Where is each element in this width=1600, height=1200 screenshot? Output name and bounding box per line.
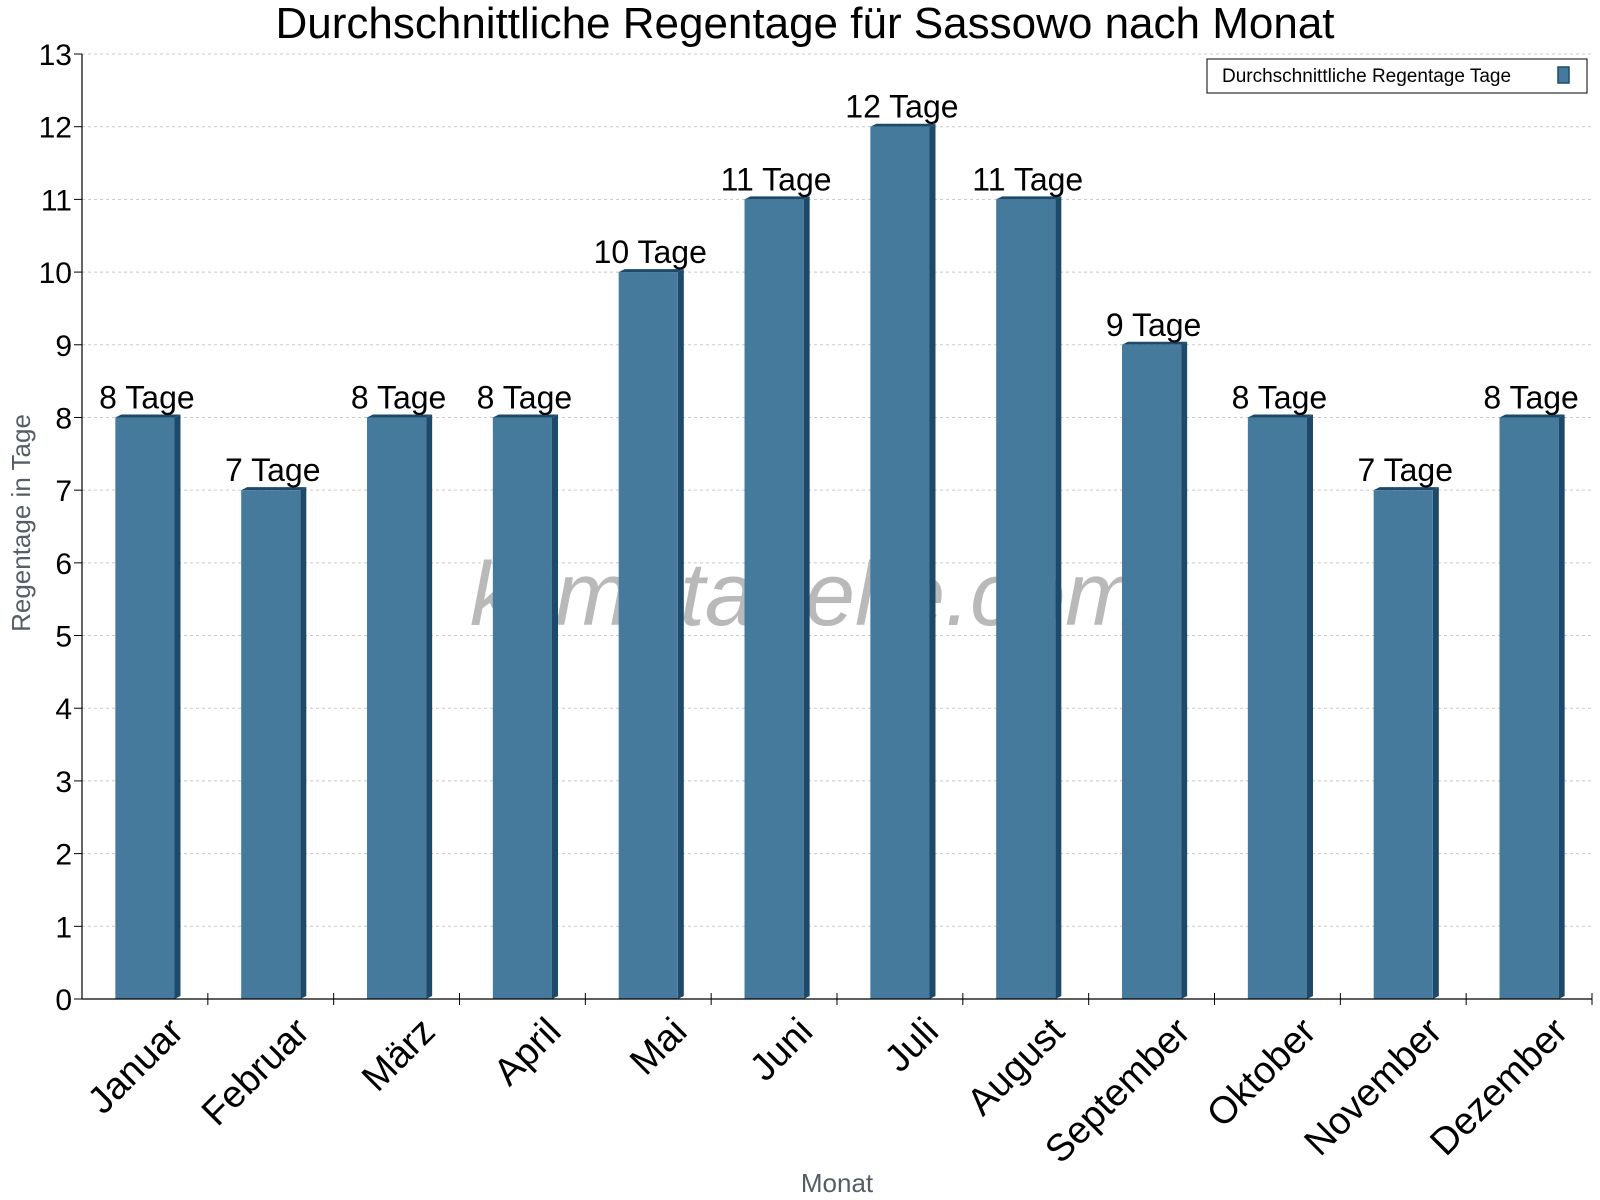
x-tick-label: März [354,1010,443,1099]
legend-box [1206,58,1588,94]
bar-side [426,414,433,999]
data-label: 10 Tage [594,234,707,270]
y-tick-label: 2 [55,839,72,872]
data-labels: 8 Tage 7 Tage 8 Tage 8 Tage 10 Tage 11 Tage 12… [99,89,1579,488]
y-tick-label: 10 [39,257,72,290]
data-label: 8 Tage [351,379,447,415]
y-tick-label: 6 [55,548,72,581]
bar-top [1373,487,1439,491]
bar-top [618,269,684,273]
bar [1122,344,1182,999]
y-tick-label: 3 [55,766,72,799]
bar [870,126,930,999]
data-label: 7 Tage [1358,452,1454,488]
bar-side [300,487,307,999]
x-tick-label: November [1297,1010,1451,1164]
x-tick-label: Mai [622,1010,695,1083]
y-tick-label: 0 [55,984,72,1017]
bar-top [1122,341,1188,345]
bar [744,199,804,999]
x-tick-label: Februar [194,1010,318,1134]
bar-side [174,414,181,999]
data-label: 11 Tage [721,161,832,197]
bar-top [1499,414,1565,418]
y-tick-label: 5 [55,621,72,654]
x-tick-label: Dezember [1422,1010,1576,1164]
bar-side [1432,487,1439,999]
bar-top [996,196,1062,200]
y-tick-label: 13 [39,39,72,72]
data-label: 12 Tage [845,89,958,125]
data-label: 7 Tage [225,452,321,488]
bar [367,417,427,999]
data-label: 11 Tage [972,161,1083,197]
x-ticks: Januar Februar März April Mai Juni Juli AugustS… [80,993,1593,1171]
bar-top [870,123,936,127]
x-tick-label: Januar [80,1010,192,1122]
data-label: 9 Tage [1106,307,1202,343]
bar-side [1181,341,1188,999]
y-tick-label: 7 [55,475,72,508]
bar-top [744,196,810,200]
bars [115,123,1565,1000]
legend-label: Durchschnittliche Regentage Tage [1222,66,1511,87]
data-label: 8 Tage [1483,379,1579,415]
legend-swatch [1557,66,1570,84]
bar-side [677,269,684,1000]
y-tick-label: 4 [55,693,72,726]
x-tick-label: Juni [742,1010,821,1089]
grid [82,53,1592,927]
bar [241,490,301,999]
data-label: 8 Tage [1232,379,1328,415]
bar [618,272,678,1000]
bar-top [115,414,181,418]
y-axis-title: Regentage in Tage [6,414,36,632]
bar-top [241,487,307,491]
bar [1247,417,1307,999]
y-tick-label: 1 [55,911,72,944]
bar-top [492,414,558,418]
y-tick-label: 9 [55,330,72,363]
y-tick-label: 8 [55,402,72,435]
chart-title: Durchschnittliche Regentage für Sassowo … [275,0,1334,48]
x-axis-title: Monat [801,1168,874,1198]
x-tick-label: Oktober [1199,1010,1325,1136]
x-tick-label: April [486,1010,569,1093]
bar [996,199,1056,999]
bar [1499,417,1559,999]
x-tick-label: August [959,1010,1073,1124]
bar-top [367,414,433,418]
x-tick-label: Juli [877,1010,947,1080]
bar-top [1247,414,1313,418]
bar [115,417,175,999]
bar-side [1306,414,1313,999]
bar-side [803,196,810,999]
bar [492,417,552,999]
bar [1373,490,1433,999]
bar-side [1558,414,1565,999]
bar-side [551,414,558,999]
bar-side [1055,196,1062,999]
data-label: 8 Tage [477,379,573,415]
legend: Durchschnittliche Regentage Tage [1206,58,1588,94]
y-tick-label: 12 [39,112,72,145]
bar-side [929,123,936,999]
axes [81,54,1592,1000]
data-label: 8 Tage [99,379,195,415]
y-tick-label: 11 [41,184,72,217]
